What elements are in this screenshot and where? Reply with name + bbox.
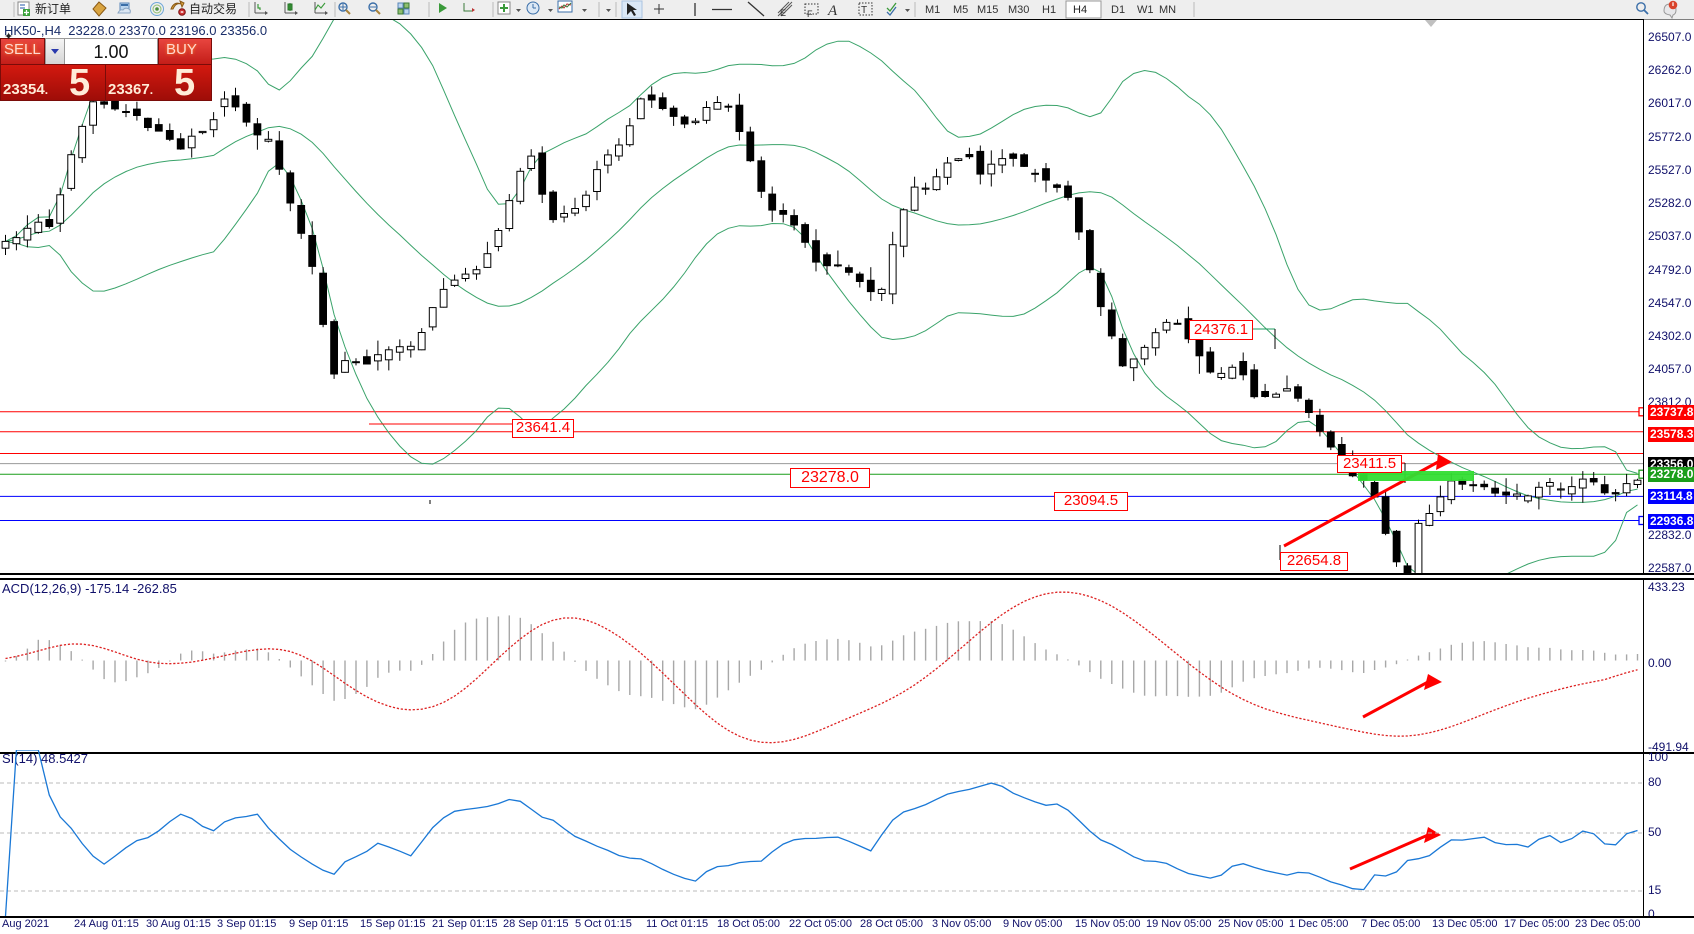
svg-text:H1: H1 [1042,4,1056,16]
svg-text:M5: M5 [953,4,968,16]
svg-text:D1: D1 [1111,4,1125,16]
svg-text:T: T [861,5,867,16]
svg-text:E: E [780,8,786,18]
svg-text:MN: MN [1159,4,1176,16]
svg-text:M30: M30 [1008,4,1029,16]
svg-text:自动交易: 自动交易 [189,1,237,16]
svg-text:H4: H4 [1073,4,1087,16]
svg-text:M1: M1 [925,4,940,16]
svg-text:新订单: 新订单 [35,1,71,16]
svg-text:W1: W1 [1137,4,1154,16]
svg-text:A: A [827,3,838,19]
svg-text:F: F [807,9,813,19]
svg-text:M15: M15 [977,4,998,16]
